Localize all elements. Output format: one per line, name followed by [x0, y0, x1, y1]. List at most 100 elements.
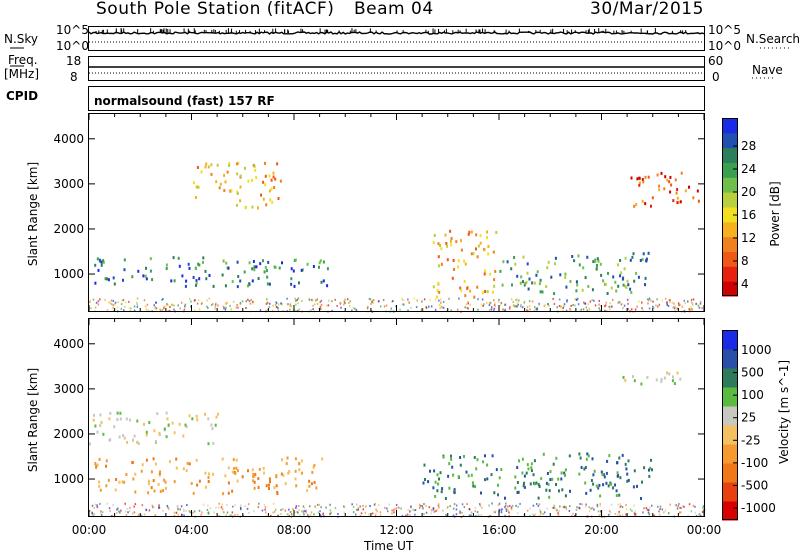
ground-scatter-cell — [421, 300, 423, 303]
ground-scatter-cell — [349, 300, 351, 303]
ground-scatter-cell — [699, 300, 702, 303]
echo-cell — [116, 418, 119, 421]
ground-scatter-cell — [130, 307, 132, 310]
echo-cell — [320, 280, 323, 284]
echo-cell — [668, 372, 671, 376]
y-tick-label: 2000 — [53, 427, 84, 441]
echo-cell — [208, 472, 210, 476]
echo-cell — [632, 375, 634, 379]
echo-cell — [563, 471, 566, 475]
ground-scatter-cell — [134, 503, 137, 506]
echo-cell — [672, 375, 674, 379]
ground-scatter-cell — [504, 309, 506, 312]
echo-cell — [601, 473, 604, 477]
ground-scatter-cell — [572, 304, 574, 306]
echo-cell — [540, 477, 543, 481]
echo-cell — [281, 458, 283, 462]
ground-scatter-cell — [190, 300, 192, 303]
ground-scatter-cell — [298, 509, 300, 511]
ground-scatter-cell — [246, 507, 249, 510]
echo-cell — [612, 275, 615, 279]
ground-scatter-cell — [447, 506, 449, 509]
echo-cell — [464, 262, 467, 266]
ground-scatter-cell — [302, 511, 305, 514]
ground-scatter-cell — [101, 514, 103, 517]
echo-cell — [560, 477, 563, 481]
ground-scatter-cell — [569, 307, 571, 310]
echo-cell — [479, 234, 482, 238]
ground-scatter-cell — [305, 509, 307, 512]
echo-cell — [288, 470, 291, 473]
ground-scatter-cell — [442, 306, 445, 309]
echo-cell — [276, 162, 279, 166]
echo-cell — [564, 468, 567, 472]
ground-scatter-cell — [438, 299, 440, 302]
echo-cell — [526, 463, 529, 467]
echo-cell — [635, 203, 638, 206]
echo-cell — [619, 476, 622, 480]
ground-scatter-cell — [344, 302, 346, 305]
ground-scatter-cell — [562, 307, 564, 309]
ground-scatter-cell — [264, 506, 267, 509]
ground-scatter-cell — [456, 308, 459, 311]
ground-scatter-cell — [492, 510, 495, 513]
ground-scatter-cell — [206, 508, 209, 511]
ground-scatter-cell — [617, 503, 619, 506]
echo-cell — [219, 182, 222, 186]
ground-scatter-cell — [643, 507, 645, 510]
echo-cell — [108, 438, 111, 442]
ground-scatter-cell — [371, 299, 373, 302]
echo-cell — [252, 475, 255, 479]
ground-scatter-cell — [183, 308, 186, 311]
ground-scatter-cell — [423, 298, 426, 301]
echo-cell — [181, 274, 184, 278]
ground-scatter-cell — [651, 504, 653, 507]
ground-scatter-cell — [388, 503, 390, 506]
echo-cell — [196, 483, 199, 487]
echo-cell — [273, 486, 276, 490]
echo-cell — [564, 275, 567, 279]
echo-cell — [239, 279, 242, 283]
echo-cell — [269, 189, 271, 193]
ground-scatter-cell — [618, 300, 621, 303]
echo-cell — [439, 244, 441, 247]
ground-scatter-cell — [517, 512, 519, 515]
velocity-panel — [88, 318, 706, 518]
ground-scatter-cell — [505, 508, 507, 511]
ground-scatter-cell — [409, 514, 411, 517]
ground-scatter-cell — [189, 511, 191, 514]
ground-scatter-cell — [649, 506, 651, 509]
echo-cell — [265, 203, 268, 207]
echo-cell — [244, 206, 247, 210]
ground-scatter-cell — [316, 298, 318, 301]
echo-cell — [530, 462, 533, 466]
ground-scatter-cell — [620, 303, 623, 306]
ground-scatter-cell — [245, 307, 247, 309]
ground-scatter-cell — [290, 513, 293, 516]
ground-scatter-cell — [93, 513, 95, 516]
ground-scatter-cell — [491, 502, 493, 505]
ground-scatter-cell — [359, 505, 361, 508]
echo-cell — [159, 489, 162, 493]
echo-cell — [645, 259, 648, 263]
ground-scatter-cell — [303, 513, 305, 516]
ground-scatter-cell — [468, 514, 471, 517]
echo-cell — [452, 259, 455, 262]
ground-scatter-cell — [695, 514, 698, 517]
ground-scatter-cell — [505, 510, 508, 512]
echo-cell — [187, 262, 190, 266]
colorbar-tick-label: 4 — [741, 277, 749, 291]
echo-cell — [298, 468, 301, 472]
echo-cell — [625, 285, 628, 289]
ground-scatter-cell — [428, 506, 431, 509]
ground-scatter-cell — [510, 508, 513, 511]
ground-scatter-cell — [316, 503, 319, 506]
ground-scatter-cell — [633, 512, 636, 515]
echo-cell — [616, 474, 619, 478]
ground-scatter-cell — [327, 299, 330, 302]
ground-scatter-cell — [175, 511, 178, 514]
echo-cell — [538, 485, 541, 488]
ground-scatter-cell — [526, 509, 529, 512]
ground-scatter-cell — [252, 302, 254, 305]
echo-cell — [137, 442, 140, 446]
